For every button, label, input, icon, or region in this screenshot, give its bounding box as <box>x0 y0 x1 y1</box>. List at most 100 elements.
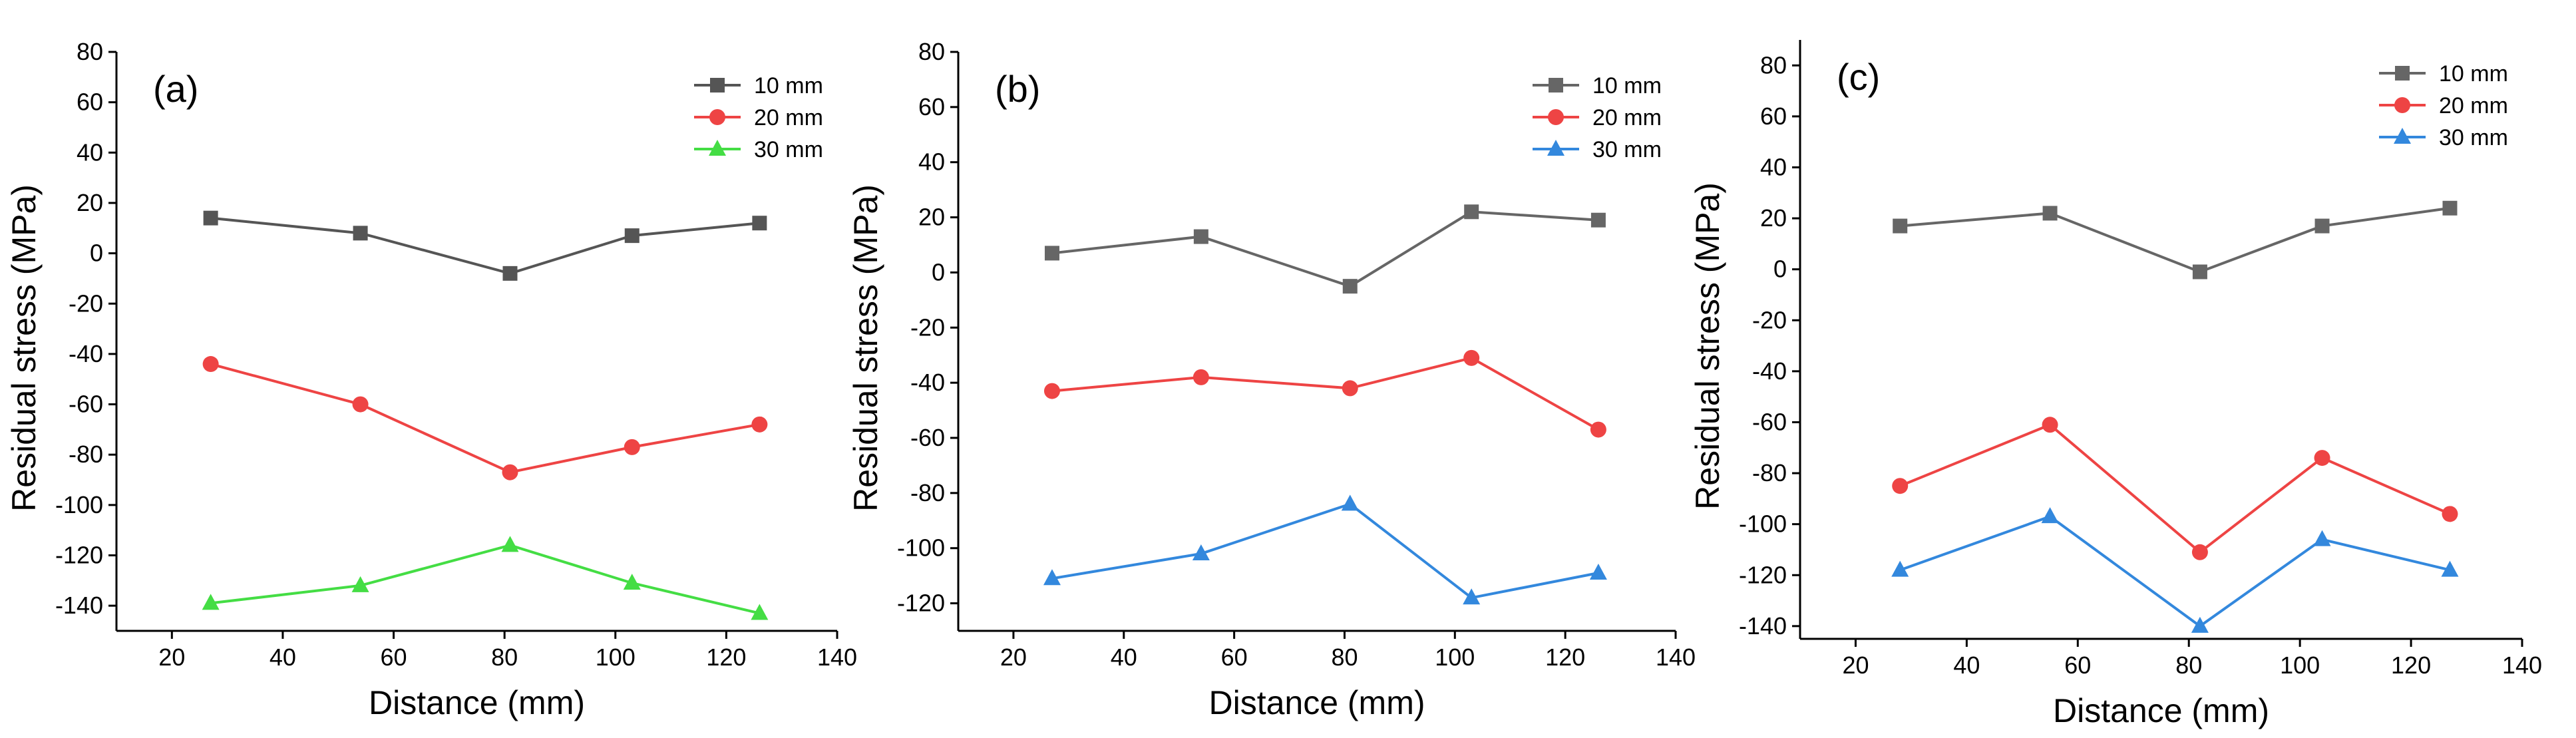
x-tick-label: 20 <box>1842 651 1869 679</box>
legend: 10 mm 20 mm 30 mm <box>694 73 823 162</box>
y-axis-title: Residual stress (MPa) <box>5 184 43 512</box>
x-axis-title: Distance (mm) <box>369 684 585 721</box>
y-tick-label: -20 <box>69 289 103 317</box>
data-point-triangle <box>709 140 726 156</box>
y-tick-label: -80 <box>69 441 103 468</box>
data-point-triangle <box>202 594 220 610</box>
x-tick-label: 120 <box>706 644 746 671</box>
legend-label: 10 mm <box>754 73 823 98</box>
y-tick-label: 0 <box>932 258 945 285</box>
x-tick-label: 100 <box>596 644 636 671</box>
x-tick-label: 20 <box>158 644 185 671</box>
y-tick-label: -60 <box>1752 408 1787 435</box>
series-line <box>210 363 760 474</box>
data-point-triangle <box>1547 140 1564 156</box>
data-point-circle <box>2442 506 2458 522</box>
y-tick-label: -80 <box>910 479 945 506</box>
data-point-square <box>1044 246 1059 261</box>
y-tick-label: -140 <box>55 592 103 619</box>
y-tick-label: -40 <box>910 369 945 396</box>
y-tick-label: -120 <box>55 542 103 569</box>
y-tick-label: -40 <box>1752 357 1787 385</box>
y-tick-label: -100 <box>897 534 945 562</box>
data-point-square <box>1590 212 1606 228</box>
legend-label: 30 mm <box>754 137 823 162</box>
series-10-mm <box>1893 200 2458 279</box>
data-point-square <box>2042 206 2058 221</box>
x-tick-label: 120 <box>2391 651 2431 679</box>
y-tick-label: 80 <box>77 38 103 65</box>
data-point-square <box>1193 229 1208 244</box>
x-tick-label: 140 <box>1656 644 1696 671</box>
x-tick-label: 140 <box>817 644 857 671</box>
x-tick-label: 40 <box>1111 644 1137 671</box>
y-tick-label: -120 <box>1739 561 1787 588</box>
series-20-mm <box>202 356 768 480</box>
data-point-triangle <box>501 536 519 552</box>
data-point-circle <box>1590 421 1606 438</box>
y-tick-label: -80 <box>1752 459 1787 486</box>
data-point-square <box>710 78 725 92</box>
data-point-circle <box>352 396 369 413</box>
x-tick-label: 60 <box>2064 651 2091 679</box>
data-point-square <box>2442 200 2458 216</box>
data-point-triangle <box>1589 564 1607 580</box>
y-tick-label: 20 <box>1760 204 1787 232</box>
panel-label: (c) <box>1837 56 1880 98</box>
x-tick-label: 40 <box>270 644 296 671</box>
data-point-square <box>2314 218 2330 234</box>
y-axis-title: Residual stress (MPa) <box>847 184 884 512</box>
x-axis-title: Distance (mm) <box>1208 684 1425 721</box>
y-tick-label: 40 <box>77 138 103 166</box>
y-tick-label: 20 <box>77 189 103 216</box>
data-point-circle <box>2314 450 2330 466</box>
data-point-circle <box>2394 97 2410 113</box>
data-point-square <box>752 216 767 231</box>
data-point-circle <box>1043 383 1060 399</box>
data-point-triangle <box>2394 128 2411 144</box>
y-tick-label: 0 <box>90 240 103 267</box>
y-tick-label: -140 <box>1739 612 1787 640</box>
legend: 10 mm 20 mm 30 mm <box>1533 73 1662 162</box>
data-point-triangle <box>1341 494 1359 511</box>
panel-label: (a) <box>153 68 198 110</box>
series-line <box>1051 210 1599 288</box>
y-tick-label: -60 <box>69 391 103 418</box>
y-tick-label: 40 <box>1760 153 1787 180</box>
y-tick-label: 60 <box>918 93 945 120</box>
data-point-triangle <box>2041 507 2059 524</box>
y-tick-label: -40 <box>69 340 103 367</box>
x-tick-label: 100 <box>1435 644 1475 671</box>
data-point-square <box>1342 279 1358 294</box>
x-tick-label: 80 <box>1331 644 1358 671</box>
data-point-circle <box>2191 544 2208 560</box>
y-tick-label: -100 <box>1739 510 1787 538</box>
y-tick-label: 0 <box>1773 256 1787 283</box>
y-tick-label: 80 <box>1760 51 1787 79</box>
legend-label: 20 mm <box>2439 93 2508 118</box>
data-point-square <box>1893 218 1908 234</box>
data-point-triangle <box>2191 616 2209 633</box>
data-point-circle <box>1193 369 1209 385</box>
series-20-mm <box>1043 349 1606 438</box>
legend-label: 20 mm <box>1592 105 1662 130</box>
legend-label: 10 mm <box>1592 73 1662 98</box>
data-point-square <box>203 210 218 226</box>
series-line <box>210 216 760 275</box>
y-tick-label: -60 <box>910 424 945 451</box>
data-point-square <box>2192 264 2207 279</box>
data-point-circle <box>202 356 219 373</box>
chart-panel-3: -140 -120 -100 -80 -60 -40 -20 0 20 40 60 80 20 40 60 8… <box>1689 40 2542 729</box>
data-point-circle <box>502 464 518 480</box>
y-tick-label: -20 <box>910 313 945 341</box>
y-axis-title: Residual stress (MPa) <box>1689 182 1726 510</box>
chart-panel-2: -120 -100 -80 -60 -40 -20 0 20 40 60 80 20 40 60 80 100… <box>847 38 1696 721</box>
series-line <box>1051 502 1599 600</box>
series-line <box>1899 514 2450 628</box>
series-10-mm <box>203 210 767 281</box>
series-line <box>1899 423 2451 554</box>
x-tick-label: 140 <box>2502 651 2542 679</box>
series-line <box>1051 356 1599 431</box>
data-point-triangle <box>1192 544 1210 560</box>
